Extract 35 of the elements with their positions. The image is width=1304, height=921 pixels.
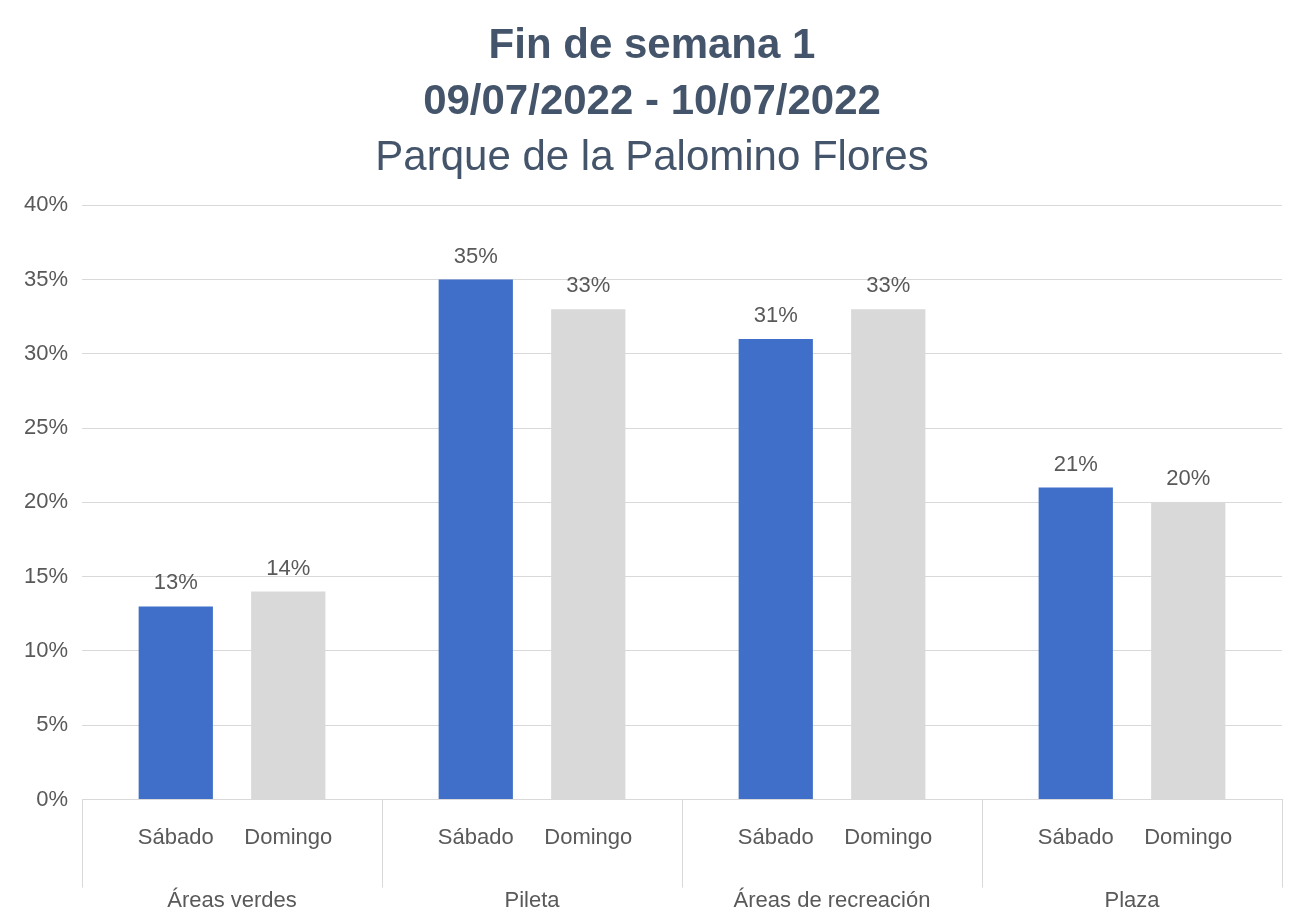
text: Sábado — [1037, 823, 1114, 849]
data-label: 35% — [453, 242, 498, 268]
y-tick-label: 30% — [23, 339, 69, 365]
y-tick-label: 20% — [23, 488, 69, 514]
x-tick-label: Áreas de recreación — [733, 886, 931, 912]
data-label: 33% — [866, 272, 911, 298]
bar — [438, 279, 513, 800]
text: Domingo — [1144, 823, 1233, 849]
data-label: 31% — [753, 302, 798, 327]
text: Domingo — [244, 823, 333, 849]
data-label: 13% — [153, 569, 198, 595]
bar — [1038, 487, 1113, 800]
y-tick-label: 5% — [36, 711, 69, 737]
x-tick-label: Plaza — [1104, 886, 1161, 912]
series-label: Sábado — [437, 823, 514, 849]
data-label: 14% — [266, 554, 311, 580]
y-tick-label: 10% — [23, 637, 69, 663]
bar — [738, 338, 813, 800]
x-tick-label: Pileta — [504, 886, 561, 912]
y-tick-label: 25% — [23, 414, 69, 440]
text: Domingo — [544, 823, 633, 849]
chart-title: Fin de semana 1 09/07/2022 - 10/07/2022 — [422, 19, 882, 125]
data-label: 20% — [1166, 465, 1211, 491]
series-label: Domingo — [844, 823, 933, 849]
data-label: 21% — [1053, 450, 1098, 476]
y-tick-label: 40% — [23, 191, 69, 217]
data-label: 33% — [566, 272, 611, 298]
bar — [138, 606, 213, 800]
y-tick-label: 0% — [36, 785, 69, 811]
y-tick-label: 15% — [23, 562, 69, 588]
chart-subtitle: Parque de la Palomino Flores — [374, 131, 930, 181]
x-tick-label: Áreas verdes — [167, 886, 297, 912]
y-tick-label: 35% — [23, 265, 69, 291]
text: Sábado — [737, 823, 814, 849]
text: Sábado — [137, 823, 214, 849]
